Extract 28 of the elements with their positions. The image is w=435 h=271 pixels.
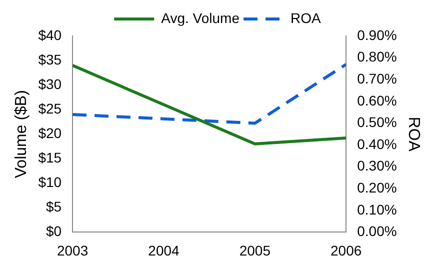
- legend-label: ROA: [290, 10, 322, 26]
- x-tick-label: 2003: [56, 242, 88, 258]
- y2-tick-label: 0.80%: [357, 48, 397, 65]
- y2-tick-label: 0.00%: [357, 223, 397, 240]
- line-series: [72, 62, 346, 125]
- y2-tick-label: 0.50%: [357, 114, 397, 130]
- y2-tick-label: 0.90%: [357, 26, 397, 43]
- y-tick-label: $40: [38, 26, 62, 43]
- y-tick-label: $30: [38, 76, 62, 92]
- y2-tick-label: 0.40%: [357, 136, 397, 152]
- y-tick-label: $5: [46, 198, 62, 215]
- y2-tick-label: 0.30%: [357, 158, 397, 174]
- y2-tick-label: 0.70%: [357, 70, 397, 86]
- y2-axis-title: ROA: [404, 116, 422, 152]
- y2-tick-label: 0.60%: [357, 92, 397, 108]
- y-tick-label: $25: [38, 100, 62, 116]
- y-tick-label: $10: [38, 174, 62, 190]
- x-tick-label: 2006: [330, 242, 362, 258]
- y-tick-label: $20: [38, 124, 62, 141]
- x-tick-label: 2005: [239, 242, 271, 258]
- y-tick-label: $15: [38, 149, 62, 166]
- y-tick-label: $35: [38, 51, 62, 68]
- y2-tick-label: 0.10%: [357, 201, 397, 218]
- y-tick-label: $0: [46, 223, 62, 240]
- y2-tick-label: 0.20%: [357, 179, 397, 196]
- legend-label: Avg. Volume: [161, 10, 240, 26]
- x-tick-label: 2004: [148, 242, 180, 258]
- y-axis-title: Volume ($B): [13, 90, 30, 178]
